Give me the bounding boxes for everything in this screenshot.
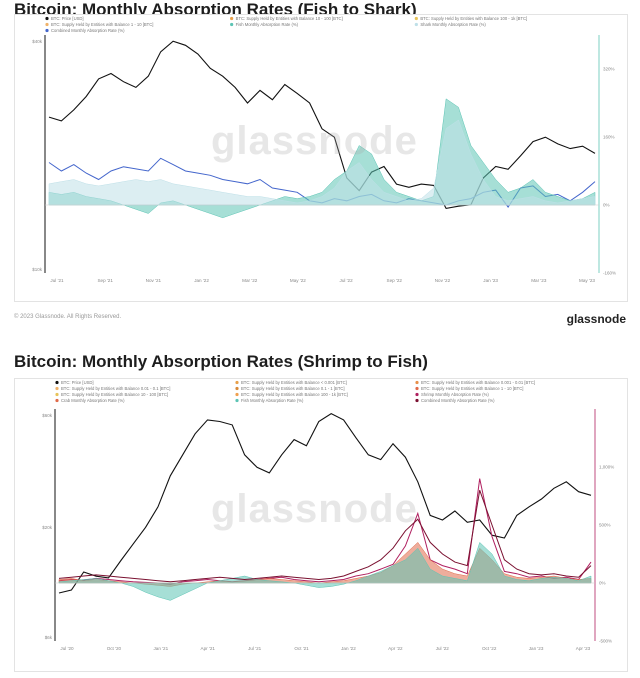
legend-item[interactable]: Crab Monthly Absorption Rate (%) (61, 398, 125, 403)
legend-swatch (415, 380, 419, 385)
legend-swatch (235, 380, 239, 385)
legend-swatch (230, 16, 234, 21)
series-area (58, 541, 592, 601)
x-tick-label: Jan '21 (153, 646, 168, 651)
chart-2-title: Bitcoin: Monthly Absorption Rates (Shrim… (14, 352, 428, 371)
y-right-tick-label: 320% (603, 67, 615, 72)
legend-item[interactable]: BTC: Price [USD] (61, 380, 94, 385)
legend-swatch (415, 398, 419, 403)
y-left-tick-label: $6k (45, 635, 53, 640)
x-tick-label: Oct '20 (107, 646, 122, 651)
chart-2-panel: BTC: Price [USD] BTC: Supply Held by Enti… (14, 378, 628, 672)
series-line (58, 478, 592, 585)
x-tick-label: Mar '22 (242, 278, 258, 283)
legend-swatch (414, 22, 418, 27)
x-tick-label: Nov '21 (146, 278, 162, 283)
legend-item[interactable]: BTC: Supply Held by Entities with Balanc… (236, 16, 343, 21)
legend-item[interactable]: Shrimp Monthly Absorption Rate (%) (421, 392, 489, 397)
legend-item[interactable]: BTC: Supply Held by Entities with Balanc… (61, 386, 170, 391)
legend-item[interactable]: Fish Monthly Absorption Rate (%) (236, 22, 299, 27)
y-right-tick-label: 160% (603, 135, 615, 140)
chart-1-svg: BTC: Price [USD] BTC: Supply Held by Enti… (32, 16, 616, 283)
legend-item[interactable]: Shark Monthly Absorption Rate (%) (420, 22, 486, 27)
brand-logo: glassnode (566, 312, 626, 326)
legend-swatch (55, 380, 59, 385)
legend-item[interactable]: Combined Monthly Absorption Rate (%) (421, 398, 495, 403)
x-tick-label: Nov '22 (435, 278, 451, 283)
legend-item[interactable]: BTC: Supply Held by Entities with Balanc… (241, 380, 347, 385)
x-tick-label: Sep '21 (97, 278, 113, 283)
y-right-tick-label: 1,000% (599, 465, 614, 470)
y-right-tick-label: -500% (599, 639, 612, 644)
legend-item[interactable]: BTC: Supply Held by Entities with Balanc… (421, 386, 523, 391)
legend-swatch (55, 386, 59, 391)
x-tick-label: May '22 (290, 278, 306, 283)
y-right-tick-label: 0% (603, 203, 610, 208)
legend-item[interactable]: Combined Monthly Absorption Rate (%) (51, 28, 125, 33)
series-area (48, 119, 596, 206)
legend-swatch (235, 386, 239, 391)
legend-item[interactable]: BTC: Supply Held by Entities with Balanc… (51, 22, 153, 27)
chart-1-panel: BTC: Price [USD] BTC: Supply Held by Enti… (14, 14, 628, 302)
legend-swatch (45, 16, 49, 21)
x-tick-label: Jan '22 (194, 278, 209, 283)
legend-swatch (230, 22, 234, 27)
x-tick-label: Apr '22 (388, 646, 403, 651)
series-price-line (48, 40, 596, 210)
y-right-tick-label: 500% (599, 523, 611, 528)
legend-swatch (235, 392, 239, 397)
legend-swatch (45, 28, 49, 33)
legend-swatch (415, 392, 419, 397)
legend-item[interactable]: BTC: Price [USD] (51, 16, 84, 21)
legend-item[interactable]: BTC: Supply Held by Entities with Balanc… (241, 392, 348, 397)
x-tick-label: Jan '23 (483, 278, 498, 283)
x-tick-label: Apr '21 (201, 646, 216, 651)
x-tick-label: Jul '22 (340, 278, 354, 283)
x-tick-label: Jan '23 (529, 646, 544, 651)
x-tick-label: Oct '22 (482, 646, 497, 651)
x-tick-label: Jul '20 (60, 646, 74, 651)
series-line (58, 490, 592, 583)
legend-item[interactable]: BTC: Supply Held by Entities with Balanc… (420, 16, 527, 21)
series-price-line (58, 412, 592, 594)
x-tick-label: Jan '22 (341, 646, 356, 651)
y-right-tick-label: -160% (603, 271, 616, 276)
legend-item[interactable]: BTC: Supply Held by Entities with Balanc… (61, 392, 168, 397)
legend-swatch (45, 22, 49, 27)
copyright-text: © 2023 Glassnode. All Rights Reserved. (14, 314, 122, 320)
x-tick-label: May '23 (579, 278, 595, 283)
y-left-tick-label: $40k (32, 39, 43, 44)
x-tick-label: Mar '23 (531, 278, 547, 283)
legend-swatch (55, 392, 59, 397)
legend-swatch (415, 386, 419, 391)
legend-item[interactable]: BTC: Supply Held by Entities with Balanc… (421, 380, 535, 385)
x-tick-label: Jul '22 (436, 646, 450, 651)
x-tick-label: Jul '21 (248, 646, 262, 651)
legend-item[interactable]: Fish Monthly Absorption Rate (%) (241, 398, 304, 403)
x-tick-label: Jul '21 (50, 278, 64, 283)
x-tick-label: Apr '23 (576, 646, 591, 651)
legend-item[interactable]: BTC: Supply Held by Entities with Balanc… (241, 386, 345, 391)
legend-swatch (235, 398, 239, 403)
y-left-tick-label: $10k (32, 267, 43, 272)
legend-swatch (414, 16, 418, 21)
legend-swatch (55, 398, 59, 403)
y-left-tick-label: $20k (42, 525, 53, 530)
chart-2-svg: BTC: Price [USD] BTC: Supply Held by Enti… (42, 380, 614, 651)
x-tick-label: Sep '22 (387, 278, 403, 283)
y-left-tick-label: $60k (42, 413, 53, 418)
x-tick-label: Oct '21 (294, 646, 309, 651)
y-right-tick-label: 0% (599, 581, 606, 586)
